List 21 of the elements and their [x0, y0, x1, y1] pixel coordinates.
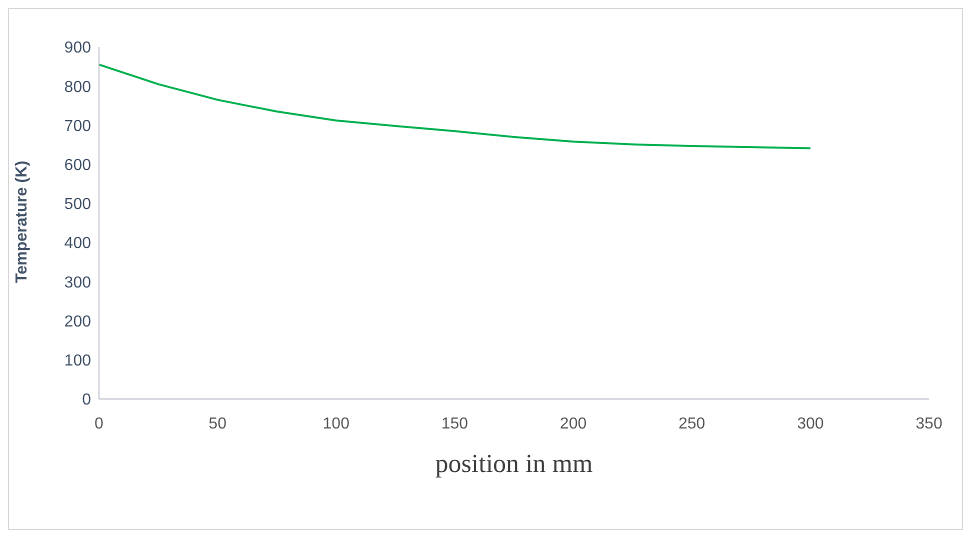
x-tick-label: 250 [678, 415, 706, 432]
y-tick-label: 400 [64, 235, 92, 252]
y-tick-label: 500 [64, 196, 92, 214]
x-tick-label: 350 [916, 415, 942, 432]
y-tick-label: 0 [82, 392, 92, 409]
x-tick-label: 0 [94, 415, 104, 432]
x-tick-label: 50 [208, 415, 227, 432]
y-tick-label: 800 [64, 78, 92, 96]
y-tick-label: 200 [64, 313, 92, 330]
x-tick-label: 200 [560, 415, 587, 432]
y-tick-label: 300 [64, 274, 92, 292]
x-tick-label: 300 [797, 415, 824, 432]
y-tick-label: 600 [64, 157, 92, 174]
x-tick-label: 150 [441, 415, 468, 432]
y-axis-title: Temperature (K) [14, 160, 31, 283]
x-axis-title: position in mm [434, 449, 594, 479]
line-series [99, 64, 812, 150]
y-tick-label: 900 [64, 40, 92, 57]
y-tick-label: 100 [64, 352, 92, 370]
y-tick-label: 700 [64, 118, 92, 135]
x-tick-label: 100 [322, 415, 350, 432]
